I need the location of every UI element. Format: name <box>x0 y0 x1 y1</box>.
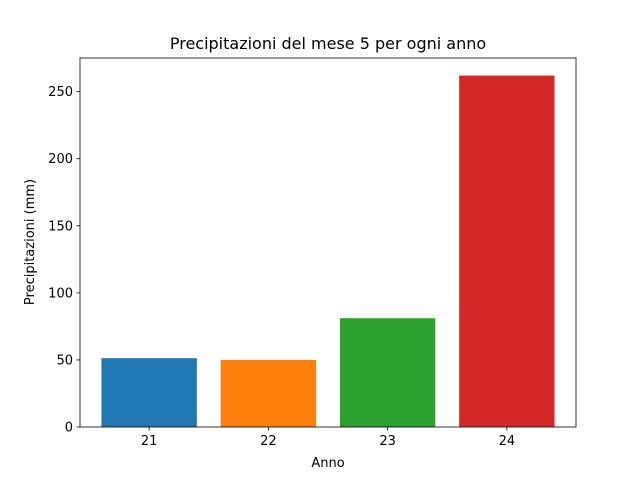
y-tick-label: 0 <box>65 421 73 436</box>
bar <box>339 318 436 427</box>
x-tick-label: 23 <box>379 434 396 449</box>
bar <box>220 359 317 427</box>
x-axis-label: Anno <box>311 456 344 471</box>
y-tick-label: 250 <box>48 85 73 100</box>
y-tick-label: 100 <box>48 286 73 301</box>
y-axis-label: Precipitazioni (mm) <box>23 179 38 305</box>
x-tick-label: 24 <box>499 434 516 449</box>
y-tick-label: 150 <box>48 219 73 234</box>
bar <box>101 358 197 427</box>
plot-frame <box>79 57 577 428</box>
y-tick-label: 50 <box>56 353 73 368</box>
x-tick-label: 22 <box>260 434 277 449</box>
y-tick-label: 200 <box>48 152 73 167</box>
bar <box>459 75 555 428</box>
chart-title: Precipitazioni del mese 5 per ogni anno <box>170 34 486 53</box>
x-tick-label: 21 <box>141 434 158 449</box>
